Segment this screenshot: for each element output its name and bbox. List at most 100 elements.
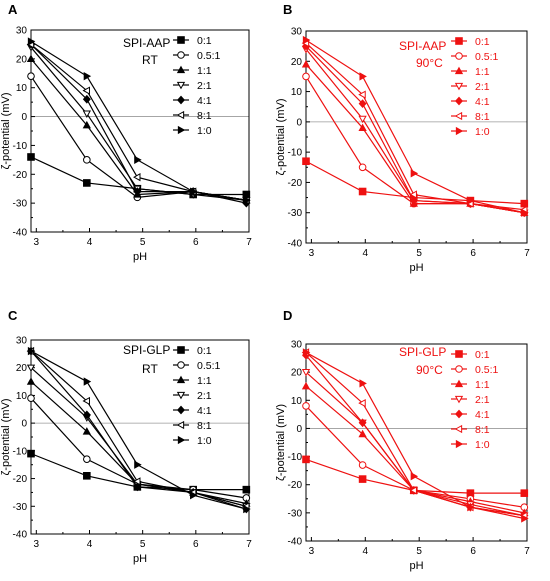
data-point: [358, 90, 366, 99]
chart-title: SPI-GLP: [123, 343, 170, 357]
legend-marker: [176, 391, 186, 400]
legend: 0:1 0.5:1 1:1 2:1 4:1 8:1 1:0: [451, 36, 499, 138]
legend-item: 8:1: [451, 424, 490, 436]
data-point: [358, 99, 367, 109]
y-tick-label: -10: [288, 452, 303, 463]
legend-item: 1:0: [173, 435, 212, 447]
data-point: [521, 514, 529, 523]
series-1-0: [27, 346, 251, 514]
series-line: [305, 63, 525, 214]
legend-marker: [177, 346, 185, 354]
data-point: [27, 153, 35, 161]
data-point: [26, 364, 36, 373]
y-tick-label: -10: [13, 446, 28, 457]
data-point: [467, 196, 475, 205]
y-tick-label: -10: [13, 141, 28, 152]
data-point: [358, 429, 367, 438]
series-4-1: [27, 40, 251, 208]
data-point: [358, 475, 367, 483]
panel-label: B: [283, 2, 292, 17]
legend-label: 8:1: [197, 420, 212, 432]
panel-label: A: [8, 2, 18, 17]
data-point: [27, 346, 36, 356]
data-point: [358, 187, 367, 196]
legend-marker: [454, 424, 463, 434]
legend-marker: [177, 125, 186, 135]
legend-label: 1:1: [475, 66, 490, 78]
y-tick-label: -40: [13, 228, 28, 239]
data-point: [358, 398, 366, 408]
legend-label: 1:0: [197, 435, 212, 447]
legend-marker: [455, 126, 464, 136]
x-tick-label: 5: [140, 237, 146, 248]
legend-item: 0:1: [451, 36, 490, 48]
panel-label: C: [8, 308, 18, 323]
data-point: [243, 196, 251, 205]
legend-item: 4:1: [173, 405, 212, 417]
data-point: [358, 163, 367, 172]
legend: 0:1 0.5:1 1:1 2:1 4:1 8:1 1:0: [173, 345, 221, 447]
y-axis-label: ζ-potential (mV): [275, 404, 287, 481]
chart-title: SPI-AAP: [399, 39, 446, 53]
data-point: [134, 155, 142, 165]
x-axis-label: pH: [409, 560, 423, 572]
series-8-1: [301, 38, 528, 214]
x-axis-label: pH: [133, 553, 147, 565]
data-point: [358, 115, 367, 124]
x-tick-label: 7: [524, 546, 530, 557]
legend-item: 1:1: [173, 375, 212, 387]
series-0-5-1: [302, 402, 529, 512]
legend-label: 1:0: [475, 439, 490, 451]
data-point: [133, 173, 141, 182]
legend-item: 1:1: [173, 65, 212, 77]
series-1-0: [302, 348, 529, 523]
chart-subtitle: 90°C: [416, 56, 443, 70]
legend-item: 0.5:1: [451, 51, 499, 63]
data-point: [520, 199, 529, 208]
series-8-1: [26, 40, 250, 205]
data-point: [409, 190, 417, 199]
x-axis: 3 4 5 6 7: [309, 239, 530, 259]
x-tick-label: 6: [470, 248, 476, 259]
legend-label: 0.5:1: [475, 364, 499, 376]
legend-item: 1:1: [451, 379, 490, 391]
data-point: [467, 503, 475, 512]
y-tick-label: -40: [288, 239, 303, 250]
data-point: [133, 477, 141, 486]
legend-item: 1:0: [451, 126, 490, 138]
data-point: [243, 504, 251, 514]
x-tick-label: 4: [87, 539, 93, 550]
y-tick-label: 30: [16, 26, 28, 37]
chart-subtitle: RT: [142, 362, 158, 376]
y-tick-label: -40: [13, 530, 28, 541]
y-tick-label: 20: [16, 363, 28, 374]
x-tick-label: 5: [416, 546, 422, 557]
legend-marker: [176, 420, 185, 430]
legend-label: 0:1: [197, 345, 212, 357]
legend-item: 4:1: [173, 95, 212, 107]
data-point: [82, 120, 91, 129]
y-tick-label: -30: [13, 502, 28, 513]
legend-label: 4:1: [197, 95, 212, 107]
data-point: [358, 418, 367, 428]
y-axis-label: ζ-potential (mV): [275, 99, 287, 176]
legend-marker: [177, 361, 185, 369]
x-axis-label: pH: [133, 251, 147, 263]
data-point: [302, 348, 311, 357]
y-axis: 30 20 10 0 -10 -20 -30 -40: [288, 27, 310, 250]
y-tick-label: 0: [296, 424, 302, 435]
legend-label: 0.5:1: [197, 360, 221, 372]
legend-label: 8:1: [197, 110, 212, 122]
data-point: [242, 485, 251, 494]
y-tick-label: 30: [16, 336, 28, 347]
data-point: [27, 72, 35, 80]
legend-label: 2:1: [475, 81, 490, 93]
chart-subtitle: 90°C: [416, 363, 443, 377]
x-tick-label: 7: [524, 248, 530, 259]
x-axis-label: pH: [409, 262, 423, 274]
legend-item: 8:1: [451, 111, 490, 123]
chart-panel-c: C 30 20 10 0 -10 -20 -30 -40 3 4 5 6 7 pH ζ-potential (…: [0, 308, 252, 565]
data-point: [82, 86, 90, 95]
data-point: [26, 54, 36, 62]
